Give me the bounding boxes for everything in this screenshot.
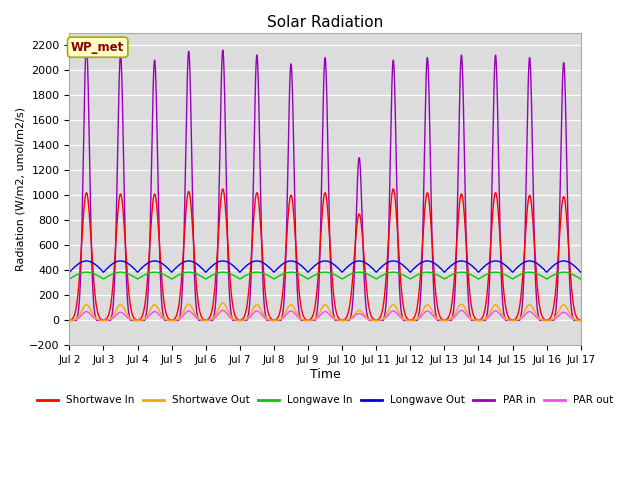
Legend: Shortwave In, Shortwave Out, Longwave In, Longwave Out, PAR in, PAR out: Shortwave In, Shortwave Out, Longwave In…: [33, 391, 618, 409]
Y-axis label: Radiation (W/m2, umol/m2/s): Radiation (W/m2, umol/m2/s): [15, 107, 25, 271]
Title: Solar Radiation: Solar Radiation: [267, 15, 383, 30]
Text: WP_met: WP_met: [71, 41, 124, 54]
X-axis label: Time: Time: [310, 368, 340, 381]
